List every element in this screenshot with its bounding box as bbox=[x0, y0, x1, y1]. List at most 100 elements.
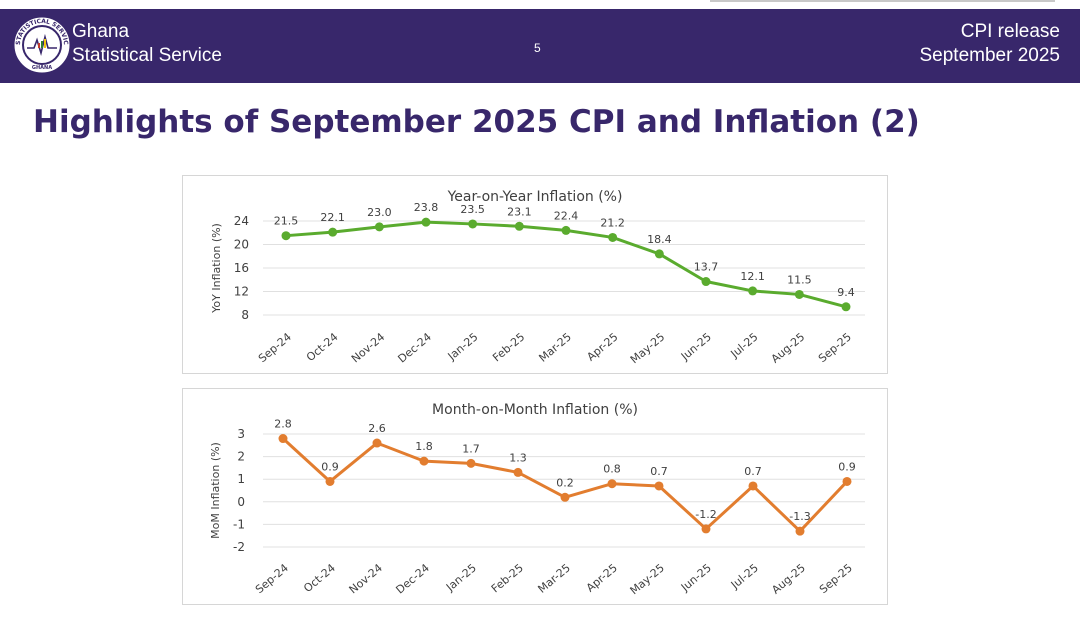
mom-data-label: 1.7 bbox=[462, 442, 480, 455]
mom-data-point bbox=[278, 434, 288, 444]
yoy-x-tick-label: Jun-25 bbox=[678, 330, 714, 363]
yoy-data-point bbox=[281, 231, 291, 241]
yoy-x-tick-label: Oct-24 bbox=[304, 330, 341, 364]
gss-logo-icon: STATISTICAL SERVICE GHANA bbox=[12, 15, 71, 74]
yoy-x-tick-label: Jul-25 bbox=[728, 330, 761, 361]
yoy-y-tick-label: 16 bbox=[234, 261, 249, 275]
yoy-y-tick-label: 24 bbox=[234, 214, 249, 228]
mom-x-tick-label: Sep-24 bbox=[253, 561, 291, 596]
yoy-data-label: 13.7 bbox=[694, 261, 719, 274]
mom-y-tick-label: -1 bbox=[233, 517, 245, 531]
mom-data-label: -1.3 bbox=[789, 510, 810, 523]
mom-x-tick-label: Mar-25 bbox=[535, 561, 572, 595]
yoy-data-point bbox=[841, 302, 851, 312]
mom-data-point bbox=[513, 467, 523, 477]
org-name-line2: Statistical Service bbox=[72, 45, 222, 66]
mom-data-label: 1.8 bbox=[415, 440, 433, 453]
mom-chart-svg: Month-on-Month Inflation (%) MoM Inflatio… bbox=[209, 402, 865, 597]
mom-data-label: 1.3 bbox=[509, 451, 527, 464]
yoy-data-label: 23.8 bbox=[414, 201, 439, 214]
yoy-x-tick-label: Aug-25 bbox=[769, 330, 808, 365]
mom-x-tick-label: Dec-24 bbox=[393, 561, 431, 596]
mom-x-tick-label: Feb-25 bbox=[489, 561, 526, 595]
yoy-data-point bbox=[608, 232, 618, 242]
yoy-x-tick-label: Dec-24 bbox=[395, 330, 433, 365]
mom-chart-title: Month-on-Month Inflation (%) bbox=[432, 402, 638, 418]
mom-x-tick-label: Jan-25 bbox=[443, 561, 479, 594]
yoy-data-label: 23.0 bbox=[367, 206, 392, 219]
yoy-x-tick-label: Sep-24 bbox=[256, 330, 294, 365]
yoy-inflation-chart: Year-on-Year Inflation (%) YoY Inflation … bbox=[182, 175, 888, 374]
yoy-y-axis-label: YoY Inflation (%) bbox=[210, 223, 223, 314]
mom-data-point bbox=[466, 458, 476, 468]
yoy-y-tick-label: 20 bbox=[234, 238, 249, 252]
mom-y-tick-label: 1 bbox=[237, 472, 245, 486]
yoy-data-point bbox=[794, 289, 804, 299]
mom-y-axis-label: MoM Inflation (%) bbox=[209, 442, 222, 539]
mom-y-tick-label: 3 bbox=[237, 427, 245, 441]
yoy-data-point bbox=[701, 277, 711, 287]
yoy-data-point bbox=[374, 222, 384, 232]
page-number: 5 bbox=[534, 41, 541, 55]
yoy-data-point bbox=[468, 219, 478, 229]
mom-data-point bbox=[654, 481, 664, 491]
mom-data-label: 2.8 bbox=[274, 418, 292, 431]
yoy-data-label: 23.5 bbox=[460, 203, 485, 216]
yoy-x-tick-label: Sep-25 bbox=[816, 330, 854, 365]
mom-x-tick-label: Sep-25 bbox=[817, 561, 855, 596]
mom-data-label: 0.9 bbox=[838, 460, 856, 473]
yoy-x-tick-label: Jan-25 bbox=[445, 330, 481, 363]
mom-data-point bbox=[748, 481, 758, 491]
yoy-data-point bbox=[328, 227, 338, 237]
yoy-x-tick-label: May-25 bbox=[628, 330, 667, 366]
yoy-data-label: 9.4 bbox=[837, 286, 855, 299]
mom-x-tick-label: Oct-24 bbox=[301, 561, 338, 595]
yoy-data-label: 12.1 bbox=[740, 270, 765, 283]
mom-data-point bbox=[419, 456, 429, 466]
yoy-x-tick-label: Apr-25 bbox=[584, 330, 620, 363]
mom-data-point bbox=[701, 524, 711, 534]
slide-title: Highlights of September 2025 CPI and Inf… bbox=[33, 104, 920, 140]
svg-text:GHANA: GHANA bbox=[32, 65, 52, 71]
yoy-data-point bbox=[514, 221, 524, 231]
yoy-x-tick-label: Feb-25 bbox=[490, 330, 527, 364]
top-strip bbox=[0, 0, 1080, 9]
header-bar: STATISTICAL SERVICE GHANA Ghana Statisti… bbox=[0, 9, 1080, 83]
yoy-chart-title: Year-on-Year Inflation (%) bbox=[447, 189, 623, 205]
mom-data-label: 2.6 bbox=[368, 422, 386, 435]
mom-data-label: 0.2 bbox=[556, 476, 574, 489]
mom-data-point bbox=[607, 479, 617, 489]
yoy-y-tick-label: 8 bbox=[241, 308, 249, 322]
yoy-x-tick-label: Mar-25 bbox=[536, 330, 573, 364]
mom-y-tick-label: 2 bbox=[237, 450, 245, 464]
release-title: CPI release bbox=[960, 21, 1060, 42]
yoy-data-label: 22.1 bbox=[320, 211, 345, 224]
mom-y-tick-label: -2 bbox=[233, 540, 245, 554]
mom-data-label: 0.8 bbox=[603, 463, 621, 476]
yoy-data-label: 23.1 bbox=[507, 205, 532, 218]
yoy-y-tick-label: 12 bbox=[234, 285, 249, 299]
mom-data-label: 0.7 bbox=[650, 465, 668, 478]
mom-x-tick-label: Jul-25 bbox=[728, 561, 761, 592]
mom-data-label: 0.9 bbox=[321, 460, 339, 473]
yoy-data-label: 21.5 bbox=[274, 215, 299, 228]
top-divider bbox=[710, 0, 1055, 2]
yoy-data-label: 21.2 bbox=[600, 216, 625, 229]
mom-inflation-chart: Month-on-Month Inflation (%) MoM Inflatio… bbox=[182, 388, 888, 605]
yoy-data-label: 18.4 bbox=[647, 233, 672, 246]
mom-x-tick-label: May-25 bbox=[628, 561, 667, 597]
mom-data-point bbox=[842, 476, 852, 486]
release-date: September 2025 bbox=[919, 45, 1061, 66]
mom-y-tick-label: 0 bbox=[237, 495, 245, 509]
yoy-data-label: 22.4 bbox=[554, 209, 579, 222]
mom-data-label: -1.2 bbox=[695, 508, 716, 521]
mom-data-point bbox=[372, 438, 382, 448]
mom-data-point bbox=[325, 476, 335, 486]
yoy-data-point bbox=[561, 225, 571, 235]
mom-data-point bbox=[560, 492, 570, 502]
mom-x-tick-label: Nov-24 bbox=[347, 561, 385, 596]
mom-data-point bbox=[795, 526, 805, 536]
yoy-data-label: 11.5 bbox=[787, 273, 812, 286]
yoy-chart-svg: Year-on-Year Inflation (%) YoY Inflation … bbox=[210, 189, 865, 366]
yoy-data-point bbox=[421, 217, 431, 227]
